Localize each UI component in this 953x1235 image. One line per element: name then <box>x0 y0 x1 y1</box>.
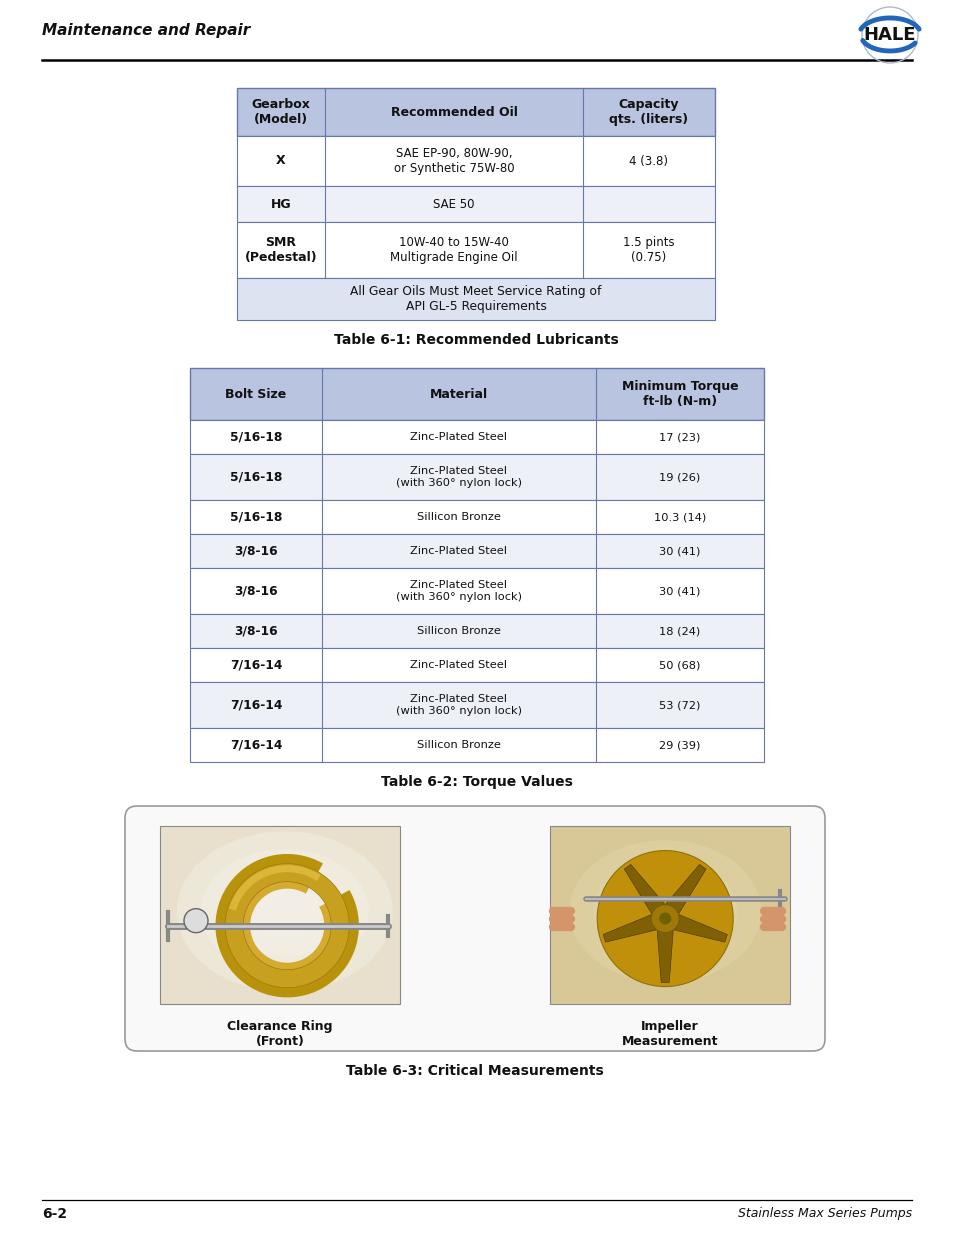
Text: SAE 50: SAE 50 <box>433 198 475 210</box>
Text: Stainless Max Series Pumps: Stainless Max Series Pumps <box>737 1208 911 1220</box>
Polygon shape <box>674 915 726 942</box>
Ellipse shape <box>176 831 393 992</box>
Polygon shape <box>225 863 349 988</box>
Ellipse shape <box>569 840 760 983</box>
Text: 53 (72): 53 (72) <box>659 700 700 710</box>
Text: 7/16-14: 7/16-14 <box>230 699 282 711</box>
Text: 7/16-14: 7/16-14 <box>230 739 282 752</box>
Circle shape <box>659 913 671 925</box>
Text: 5/16-18: 5/16-18 <box>230 431 282 443</box>
Text: Zinc-Plated Steel: Zinc-Plated Steel <box>410 432 507 442</box>
Text: Sillicon Bronze: Sillicon Bronze <box>416 513 500 522</box>
Text: Table 6-2: Torque Values: Table 6-2: Torque Values <box>380 776 573 789</box>
FancyBboxPatch shape <box>125 806 824 1051</box>
Bar <box>160 826 399 1004</box>
Polygon shape <box>623 864 664 914</box>
Text: Zinc-Plated Steel
(with 360° nylon lock): Zinc-Plated Steel (with 360° nylon lock) <box>395 466 521 488</box>
Text: 6-2: 6-2 <box>42 1207 67 1221</box>
Bar <box>236 186 714 222</box>
Text: 50 (68): 50 (68) <box>659 659 700 671</box>
Bar <box>236 278 714 320</box>
Text: 1.5 pints
(0.75): 1.5 pints (0.75) <box>622 236 674 264</box>
Ellipse shape <box>225 867 344 956</box>
Polygon shape <box>657 930 673 983</box>
Bar <box>190 534 763 568</box>
Ellipse shape <box>617 876 713 947</box>
Text: 7/16-14: 7/16-14 <box>230 658 282 672</box>
Polygon shape <box>602 915 656 942</box>
Text: X: X <box>276 154 286 168</box>
Text: 10.3 (14): 10.3 (14) <box>653 513 705 522</box>
Text: SAE EP-90, 80W-90,
or Synthetic 75W-80: SAE EP-90, 80W-90, or Synthetic 75W-80 <box>394 147 514 175</box>
Text: 3/8-16: 3/8-16 <box>233 545 277 557</box>
Text: 10W-40 to 15W-40
Multigrade Engine Oil: 10W-40 to 15W-40 Multigrade Engine Oil <box>390 236 517 264</box>
Text: All Gear Oils Must Meet Service Rating of
API GL-5 Requirements: All Gear Oils Must Meet Service Rating o… <box>350 285 601 312</box>
Ellipse shape <box>249 884 320 939</box>
Bar <box>190 420 763 454</box>
Polygon shape <box>665 864 705 914</box>
Bar <box>190 614 763 648</box>
Text: 4 (3.8): 4 (3.8) <box>629 154 668 168</box>
Text: 3/8-16: 3/8-16 <box>233 625 277 637</box>
Ellipse shape <box>593 858 737 965</box>
Circle shape <box>597 851 733 987</box>
Bar <box>190 368 763 420</box>
Text: Table 6-3: Critical Measurements: Table 6-3: Critical Measurements <box>346 1065 603 1078</box>
Bar <box>190 454 763 500</box>
Text: Zinc-Plated Steel
(with 360° nylon lock): Zinc-Plated Steel (with 360° nylon lock) <box>395 694 521 716</box>
Text: Zinc-Plated Steel: Zinc-Plated Steel <box>410 659 507 671</box>
Circle shape <box>651 904 679 932</box>
Text: HG: HG <box>271 198 291 210</box>
Text: Maintenance and Repair: Maintenance and Repair <box>42 22 250 37</box>
Text: 30 (41): 30 (41) <box>659 585 700 597</box>
Text: Sillicon Bronze: Sillicon Bronze <box>416 626 500 636</box>
Text: Capacity
qts. (liters): Capacity qts. (liters) <box>609 98 688 126</box>
Bar <box>190 648 763 682</box>
Circle shape <box>184 909 208 932</box>
Bar <box>190 500 763 534</box>
Text: 5/16-18: 5/16-18 <box>230 471 282 483</box>
Bar <box>236 136 714 186</box>
Text: 3/8-16: 3/8-16 <box>233 584 277 598</box>
Text: SMR
(Pedestal): SMR (Pedestal) <box>244 236 317 264</box>
Text: Recommended Oil: Recommended Oil <box>390 105 517 119</box>
Text: Material: Material <box>430 388 488 400</box>
Text: Sillicon Bronze: Sillicon Bronze <box>416 740 500 750</box>
Bar <box>190 568 763 614</box>
Text: Table 6-1: Recommended Lubricants: Table 6-1: Recommended Lubricants <box>334 333 618 347</box>
Text: 18 (24): 18 (24) <box>659 626 700 636</box>
Text: Minimum Torque
ft-lb (N-m): Minimum Torque ft-lb (N-m) <box>621 380 738 408</box>
Bar <box>550 826 789 1004</box>
Text: Clearance Ring
(Front): Clearance Ring (Front) <box>227 1020 333 1049</box>
Text: 17 (23): 17 (23) <box>659 432 700 442</box>
Text: Impeller
Measurement: Impeller Measurement <box>621 1020 718 1049</box>
Bar <box>190 682 763 727</box>
Circle shape <box>862 7 917 63</box>
Text: 5/16-18: 5/16-18 <box>230 510 282 524</box>
Text: 19 (26): 19 (26) <box>659 472 700 482</box>
Text: 29 (39): 29 (39) <box>659 740 700 750</box>
Text: Gearbox
(Model): Gearbox (Model) <box>252 98 310 126</box>
Text: Bolt Size: Bolt Size <box>225 388 286 400</box>
Bar <box>190 727 763 762</box>
Text: Zinc-Plated Steel
(with 360° nylon lock): Zinc-Plated Steel (with 360° nylon lock) <box>395 580 521 601</box>
Bar <box>236 222 714 278</box>
Bar <box>236 88 714 136</box>
Text: Zinc-Plated Steel: Zinc-Plated Steel <box>410 546 507 556</box>
Ellipse shape <box>200 850 369 973</box>
Text: 30 (41): 30 (41) <box>659 546 700 556</box>
Text: HALE: HALE <box>862 26 915 44</box>
